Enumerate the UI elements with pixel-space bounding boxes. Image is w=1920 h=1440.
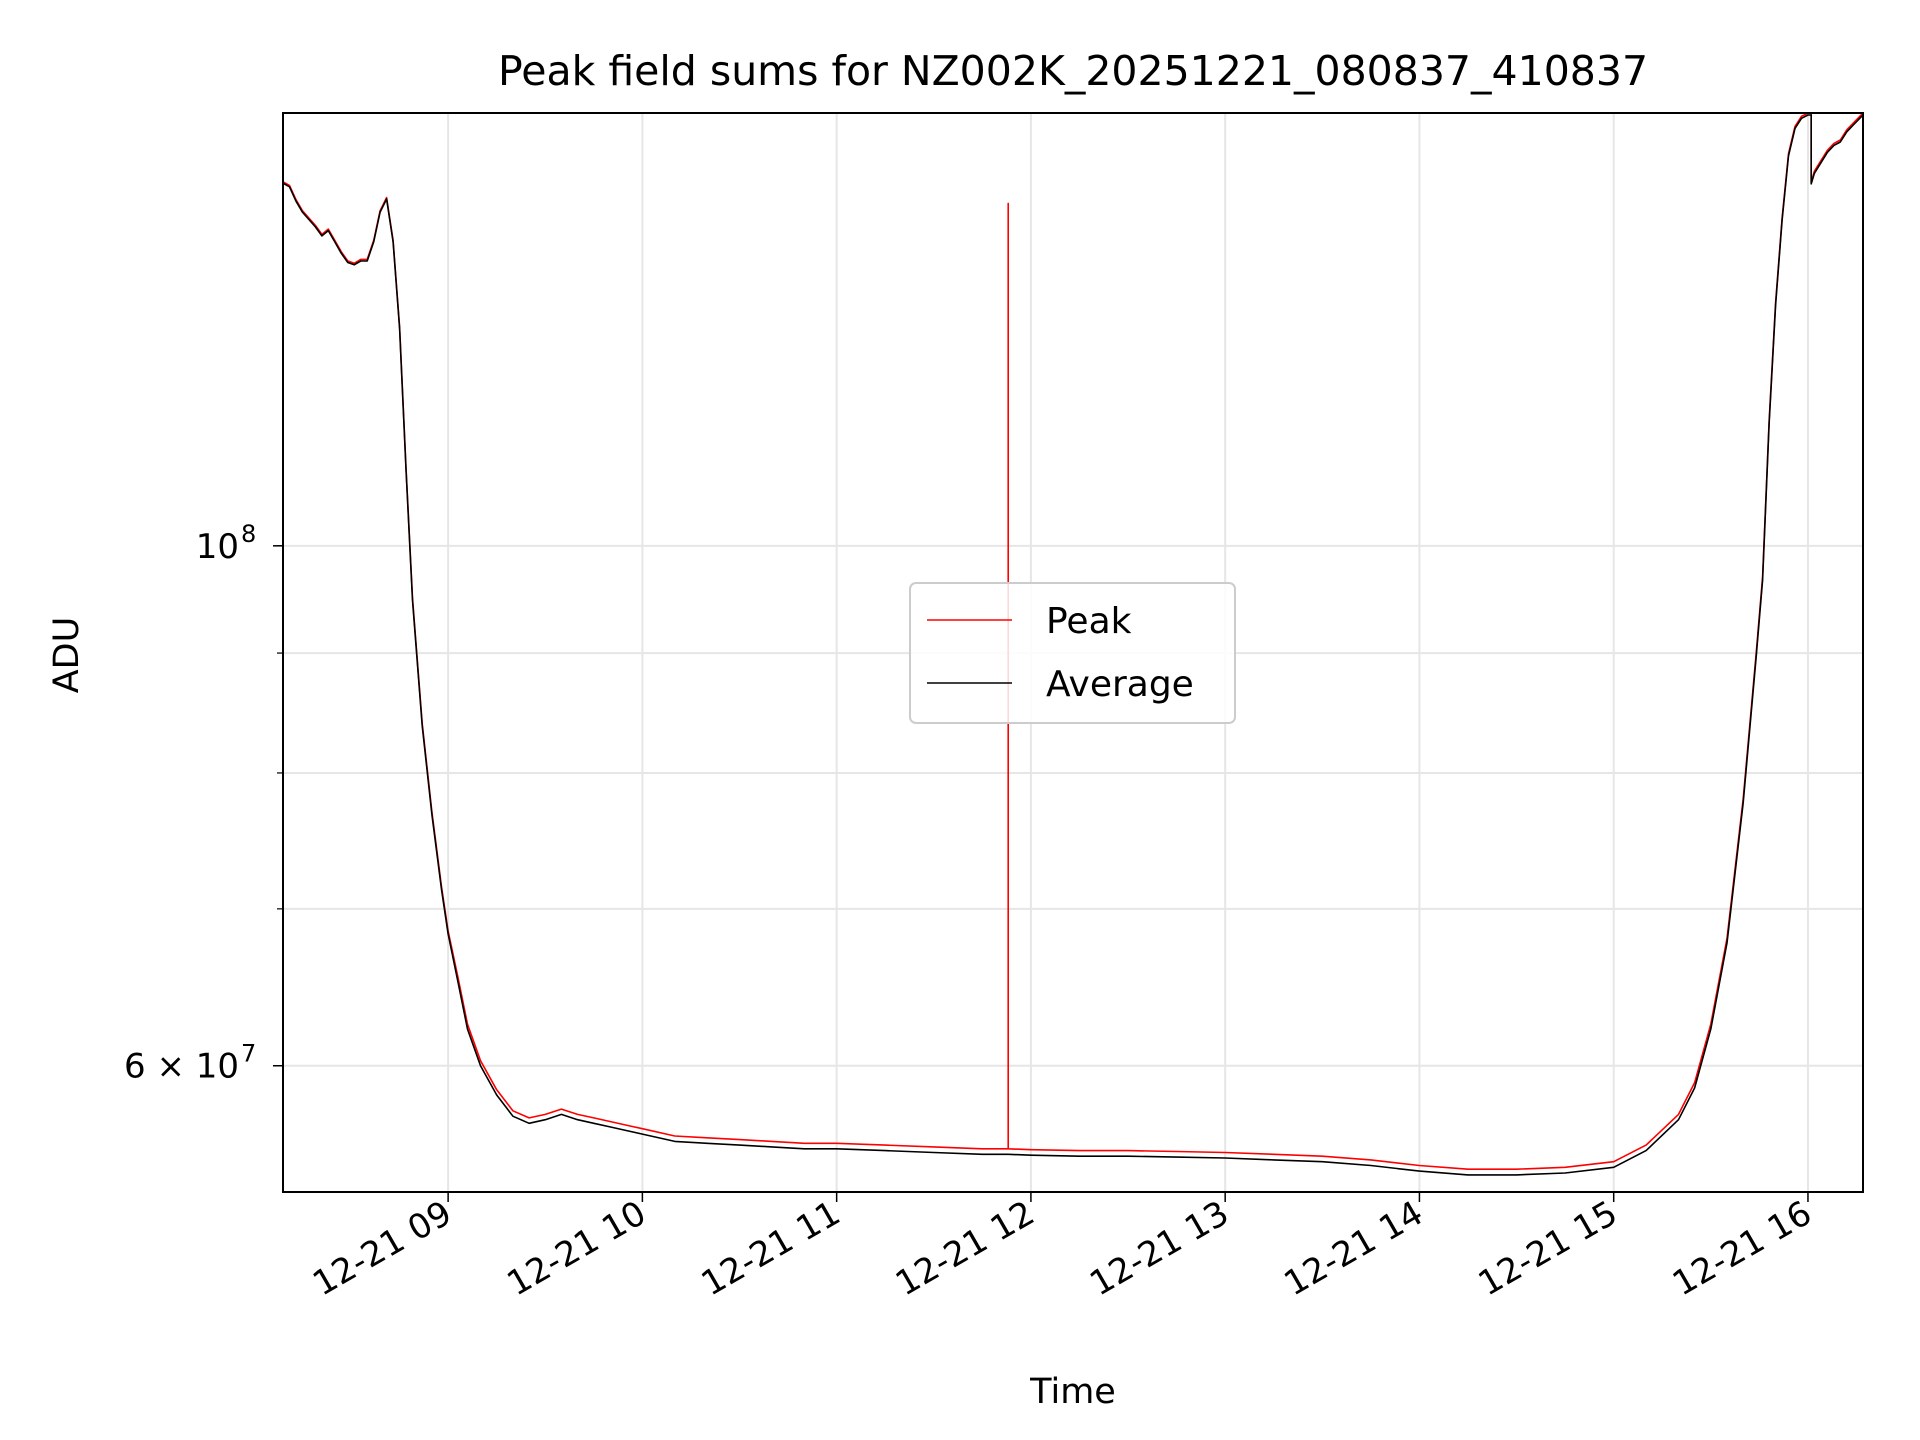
y-tick-label: 10: [196, 527, 239, 567]
legend: Peak Average: [909, 582, 1236, 724]
legend-label-average: Average: [1046, 664, 1194, 705]
series-line-average: [283, 114, 1863, 1176]
x-axis-label: Time: [1029, 1372, 1116, 1412]
chart-title: Peak field sums for NZ002K_20251221_0808…: [498, 47, 1648, 95]
y-axis-ticks: 10 8 6 × 10 7: [124, 520, 283, 1087]
y-tick-label-exponent: 8: [241, 520, 256, 548]
legend-label-peak: Peak: [1046, 601, 1132, 642]
series-layer: [283, 113, 1863, 1176]
y-tick-label-exponent: 7: [241, 1040, 256, 1068]
grid: [283, 113, 1863, 1192]
y-axis-label: ADU: [47, 617, 87, 694]
y-tick-label: 6 × 10: [124, 1047, 239, 1087]
legend-box: [909, 582, 1236, 724]
